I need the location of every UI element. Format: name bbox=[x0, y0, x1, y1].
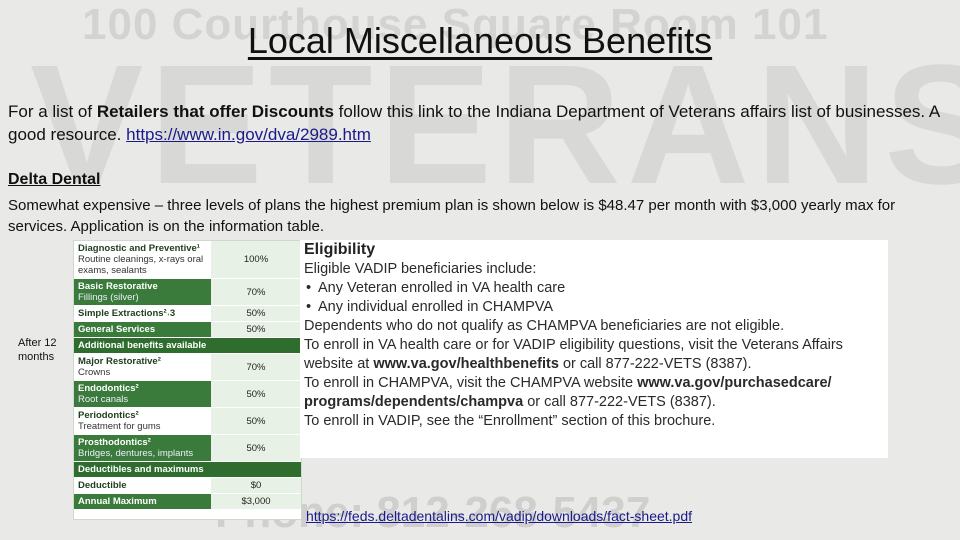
plan-service-name: General Services bbox=[74, 322, 211, 337]
delta-dental-description: Somewhat expensive – three levels of pla… bbox=[8, 197, 896, 235]
delta-dental-fact-sheet-link[interactable]: https://feds.deltadentalins.com/vadip/do… bbox=[306, 508, 693, 524]
va-website-text: www.va.gov/healthbenefits bbox=[373, 356, 559, 372]
plan-coverage-value: 50% bbox=[211, 322, 301, 337]
after-12-months-label: After 12 months bbox=[18, 337, 57, 363]
plan-service-detail: Bridges, dentures, implants bbox=[78, 448, 194, 459]
intro-bold-text: Retailers that offer Discounts bbox=[96, 102, 334, 121]
plan-service-name: Deductible bbox=[74, 478, 211, 493]
plan-table-row: General Services 50% bbox=[74, 322, 301, 338]
plan-coverage-value: 50% bbox=[211, 435, 301, 461]
eligibility-bullet: Any Veteran enrolled in VA health care bbox=[306, 279, 884, 298]
intro-paragraph: For a list of Retailers that offer Disco… bbox=[8, 100, 948, 146]
eligibility-va-enroll: To enroll in VA health care or for VADIP… bbox=[304, 336, 884, 374]
plan-service-title: Prosthodontics² bbox=[78, 437, 151, 448]
plan-table-row: Deductibles and maximums bbox=[74, 462, 301, 478]
eligibility-intro: Eligible VADIP beneficiaries include: bbox=[304, 261, 537, 277]
intro-text-pre: For a list of bbox=[8, 102, 97, 121]
plan-service-detail: Fillings (silver) bbox=[78, 292, 139, 303]
plan-service-title: General Services bbox=[78, 324, 156, 335]
va-enroll-text: To enroll in VA health care or for VADIP… bbox=[304, 337, 843, 372]
plan-coverage-value: 50% bbox=[211, 306, 301, 321]
eligibility-list: Any Veteran enrolled in VA health care A… bbox=[304, 279, 884, 317]
eligibility-champva-enroll: To enroll in CHAMPVA, visit the CHAMPVA … bbox=[304, 374, 884, 412]
va-enroll-phone: or call 877-222-VETS (8387). bbox=[558, 356, 752, 372]
plan-coverage-value: 50% bbox=[211, 381, 301, 407]
plan-table-row: Basic Restorative Fillings (silver) 70% bbox=[74, 279, 301, 306]
plan-service-name: Endodontics² Root canals bbox=[74, 381, 211, 407]
plan-service-name: Deductibles and maximums bbox=[74, 462, 211, 477]
plan-service-title: Major Restorative² bbox=[78, 356, 161, 367]
plan-service-name: Annual Maximum bbox=[74, 494, 211, 509]
plan-service-title: Additional benefits available bbox=[78, 340, 207, 351]
intro-text-post: follow this link to the Indiana Departme… bbox=[8, 102, 940, 144]
background-address-text: 100 Courthouse Square Room 101 bbox=[82, 0, 829, 49]
plan-service-detail: Root canals bbox=[78, 394, 129, 405]
plan-coverage-value: 100% bbox=[211, 241, 301, 278]
champva-enroll-text: To enroll in CHAMPVA, visit the CHAMPVA … bbox=[304, 375, 638, 391]
plan-coverage-value: 70% bbox=[211, 354, 301, 380]
eligibility-dependents-note: Dependents who do not qualify as CHAMPVA… bbox=[304, 318, 785, 334]
plan-service-name: Diagnostic and Preventive¹ Routine cleani… bbox=[74, 241, 211, 278]
plan-table-row: Major Restorative² Crowns 70% bbox=[74, 354, 301, 381]
plan-coverage-value: $0 bbox=[211, 478, 301, 493]
eligibility-vadip-enroll: To enroll in VADIP, see the “Enrollment”… bbox=[304, 413, 716, 429]
plan-table-row: Endodontics² Root canals 50% bbox=[74, 381, 301, 408]
plan-service-title: Endodontics² bbox=[78, 383, 139, 394]
plan-service-title: Basic Restorative bbox=[78, 281, 158, 292]
plan-coverage-value: $3,000 bbox=[211, 494, 301, 509]
plan-service-name: Prosthodontics² Bridges, dentures, implan… bbox=[74, 435, 211, 461]
plan-service-name: Major Restorative² Crowns bbox=[74, 354, 211, 380]
plan-service-title: Deductible bbox=[78, 480, 127, 491]
plan-service-name: Simple Extractions²˒3 bbox=[74, 306, 211, 321]
champva-website-text: www.va.gov/purchasedcare/ programs/depen… bbox=[304, 375, 832, 410]
plan-table-row: Prosthodontics² Bridges, dentures, implan… bbox=[74, 435, 301, 462]
plan-service-title: Deductibles and maximums bbox=[78, 464, 204, 475]
eligibility-panel: Eligibility Eligible VADIP beneficiaries… bbox=[300, 240, 888, 458]
slide-title: Local Miscellaneous Benefits bbox=[247, 20, 713, 61]
eligibility-bullet: Any individual enrolled in CHAMPVA bbox=[306, 298, 884, 317]
delta-dental-heading: Delta Dental bbox=[8, 171, 101, 188]
plan-coverage-value: 70% bbox=[211, 279, 301, 305]
plan-benefits-table: Diagnostic and Preventive¹ Routine cleani… bbox=[73, 240, 302, 520]
plan-table-row: Periodontics² Treatment for gums 50% bbox=[74, 408, 301, 435]
plan-table-row: Additional benefits available bbox=[74, 338, 301, 354]
plan-coverage-value bbox=[211, 338, 301, 353]
plan-table-row: Annual Maximum $3,000 bbox=[74, 494, 301, 510]
plan-table-row: Deductible $0 bbox=[74, 478, 301, 494]
indiana-dva-link[interactable]: https://www.in.gov/dva/2989.htm bbox=[126, 125, 371, 144]
eligibility-heading: Eligibility bbox=[304, 241, 376, 258]
plan-table-row: Diagnostic and Preventive¹ Routine cleani… bbox=[74, 241, 301, 279]
champva-enroll-phone: or call 877-222-VETS (8387). bbox=[523, 394, 716, 410]
plan-service-name: Periodontics² Treatment for gums bbox=[74, 408, 211, 434]
plan-coverage-value: 50% bbox=[211, 408, 301, 434]
plan-service-title: Annual Maximum bbox=[78, 496, 157, 507]
plan-service-title: Simple Extractions²˒3 bbox=[78, 308, 176, 319]
plan-service-detail: Routine cleanings, x-rays oral exams, se… bbox=[78, 254, 204, 276]
plan-service-name: Basic Restorative Fillings (silver) bbox=[74, 279, 211, 305]
plan-table-row: Simple Extractions²˒3 50% bbox=[74, 306, 301, 322]
plan-service-detail: Crowns bbox=[78, 367, 111, 378]
plan-service-title: Diagnostic and Preventive¹ bbox=[78, 243, 200, 254]
plan-service-title: Periodontics² bbox=[78, 410, 139, 421]
plan-coverage-value bbox=[211, 462, 301, 477]
plan-service-detail: Treatment for gums bbox=[78, 421, 161, 432]
background-veterans-text: VETERANS bbox=[30, 30, 960, 220]
plan-service-name: Additional benefits available bbox=[74, 338, 211, 353]
